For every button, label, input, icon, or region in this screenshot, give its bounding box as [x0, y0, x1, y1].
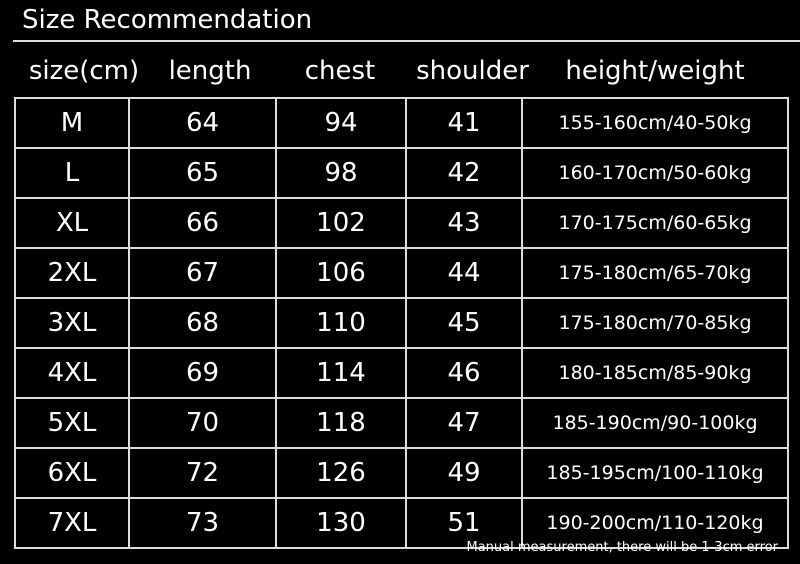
- cell-height-weight: 175-180cm/70-85kg: [521, 297, 789, 349]
- cell-length: 66: [128, 197, 277, 249]
- size-table: M 64 94 41 155-160cm/40-50kg L 65 98 42 160-170cm…: [14, 97, 789, 549]
- cell-size: 7XL: [14, 497, 130, 549]
- cell-height-weight: 160-170cm/50-60kg: [521, 147, 789, 199]
- cell-length: 73: [128, 497, 277, 549]
- table-row: 5XL 70 118 47 185-190cm/90-100kg: [14, 397, 789, 449]
- cell-height-weight: 155-160cm/40-50kg: [521, 97, 789, 149]
- header-size: size(cm): [28, 56, 140, 86]
- cell-shoulder: 49: [405, 447, 523, 499]
- title-divider: [13, 40, 800, 42]
- cell-length: 70: [128, 397, 277, 449]
- cell-height-weight: 190-200cm/110-120kg: [521, 497, 789, 549]
- cell-shoulder: 44: [405, 247, 523, 299]
- cell-shoulder: 47: [405, 397, 523, 449]
- cell-chest: 98: [275, 147, 407, 199]
- cell-chest: 130: [275, 497, 407, 549]
- table-row: L 65 98 42 160-170cm/50-60kg: [14, 147, 789, 199]
- cell-size: 3XL: [14, 297, 130, 349]
- cell-height-weight: 185-195cm/100-110kg: [521, 447, 789, 499]
- header-chest: chest: [304, 56, 376, 86]
- cell-height-weight: 170-175cm/60-65kg: [521, 197, 789, 249]
- cell-shoulder: 46: [405, 347, 523, 399]
- cell-size: L: [14, 147, 130, 199]
- cell-chest: 106: [275, 247, 407, 299]
- cell-length: 72: [128, 447, 277, 499]
- cell-chest: 110: [275, 297, 407, 349]
- table-row: XL 66 102 43 170-175cm/60-65kg: [14, 197, 789, 249]
- cell-chest: 118: [275, 397, 407, 449]
- cell-chest: 126: [275, 447, 407, 499]
- table-row: 4XL 69 114 46 180-185cm/85-90kg: [14, 347, 789, 399]
- header-shoulder: shoulder: [416, 56, 529, 86]
- cell-size: 5XL: [14, 397, 130, 449]
- table-row: 2XL 67 106 44 175-180cm/65-70kg: [14, 247, 789, 299]
- cell-shoulder: 42: [405, 147, 523, 199]
- table-row: 6XL 72 126 49 185-195cm/100-110kg: [14, 447, 789, 499]
- table-row: 7XL 73 130 51 190-200cm/110-120kg: [14, 497, 789, 549]
- cell-size: 4XL: [14, 347, 130, 399]
- cell-shoulder: 51: [405, 497, 523, 549]
- cell-size: M: [14, 97, 130, 149]
- cell-shoulder: 43: [405, 197, 523, 249]
- cell-size: 2XL: [14, 247, 130, 299]
- cell-size: 6XL: [14, 447, 130, 499]
- header-height-weight: height/weight: [565, 56, 745, 86]
- cell-length: 69: [128, 347, 277, 399]
- cell-length: 65: [128, 147, 277, 199]
- cell-shoulder: 41: [405, 97, 523, 149]
- table-row: M 64 94 41 155-160cm/40-50kg: [14, 97, 789, 149]
- cell-size: XL: [14, 197, 130, 249]
- cell-height-weight: 180-185cm/85-90kg: [521, 347, 789, 399]
- cell-chest: 114: [275, 347, 407, 399]
- cell-length: 64: [128, 97, 277, 149]
- cell-chest: 102: [275, 197, 407, 249]
- header-length: length: [168, 56, 252, 86]
- table-row: 3XL 68 110 45 175-180cm/70-85kg: [14, 297, 789, 349]
- cell-height-weight: 185-190cm/90-100kg: [521, 397, 789, 449]
- cell-shoulder: 45: [405, 297, 523, 349]
- measurement-note: Manual measurement, there will be 1-3cm …: [466, 540, 779, 555]
- cell-chest: 94: [275, 97, 407, 149]
- cell-length: 67: [128, 247, 277, 299]
- cell-height-weight: 175-180cm/65-70kg: [521, 247, 789, 299]
- page-title: Size Recommendation: [22, 5, 313, 35]
- cell-length: 68: [128, 297, 277, 349]
